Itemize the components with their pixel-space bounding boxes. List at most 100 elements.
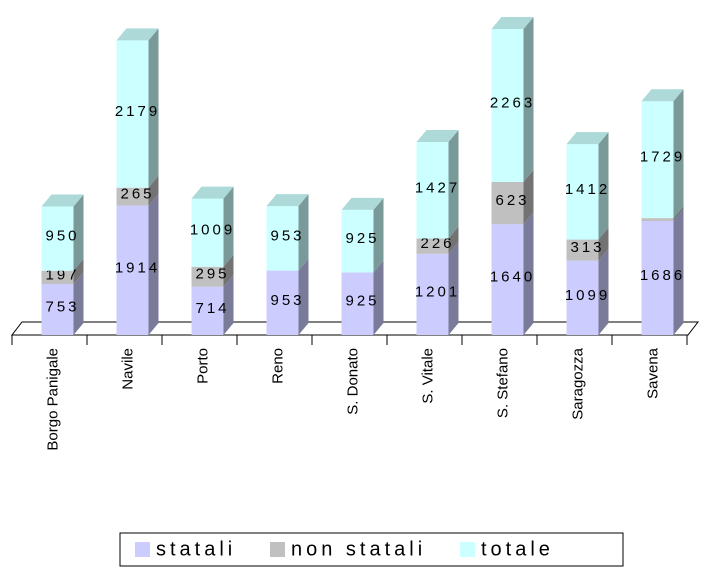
x-tick-label: Porto [194, 348, 211, 384]
bar-side [148, 193, 159, 335]
bar-side [223, 254, 234, 287]
bar-front [266, 270, 299, 335]
bar-side [448, 130, 459, 239]
data-label: 1427 [415, 179, 460, 196]
data-label: 2263 [490, 94, 535, 111]
x-tick-label: Reno [269, 348, 286, 384]
data-label: 753 [45, 299, 79, 316]
bar-front [116, 40, 149, 188]
bar-side [448, 226, 459, 254]
bar-top [641, 89, 684, 102]
bar-top [341, 197, 384, 210]
x-tick-label: Savena [644, 347, 661, 399]
bar-side [673, 206, 684, 222]
data-label: 953 [270, 292, 304, 309]
bar-side [373, 260, 384, 335]
bar-front [491, 29, 524, 182]
data-label: 1412 [565, 181, 610, 198]
data-label: 925 [345, 293, 379, 310]
data-label: 265 [120, 186, 154, 203]
legend-label: totale [481, 538, 554, 560]
bar-front [416, 238, 449, 254]
data-label: 714 [195, 300, 229, 317]
bar-front [266, 206, 299, 271]
legend-label: statali [156, 538, 236, 560]
bar-side [523, 212, 534, 335]
data-label: 1729 [640, 149, 685, 166]
bar-top [491, 17, 534, 29]
bar-side [598, 132, 609, 240]
bar-side [673, 209, 684, 335]
bar-front [566, 144, 599, 240]
bar-top [566, 132, 609, 145]
x-tick-label: Navile [119, 348, 136, 390]
x-tick-label: S. Vitale [419, 348, 436, 404]
x-tick-label: S. Donato [344, 348, 361, 415]
bar-side [223, 274, 234, 335]
bar-front [491, 224, 524, 335]
data-label: 1640 [490, 269, 535, 286]
x-tick-label: S. Stefano [494, 348, 511, 418]
bar-front [566, 260, 599, 335]
bar-front [116, 187, 149, 206]
bar-side [223, 186, 234, 267]
legend-swatch [135, 542, 150, 557]
bar-side [598, 248, 609, 335]
data-label: 2179 [115, 103, 160, 120]
legend-label: non statali [291, 538, 426, 560]
data-label: 1201 [415, 283, 460, 300]
bar-side [673, 89, 684, 219]
bar-side [298, 258, 309, 335]
bar-front [341, 209, 374, 273]
bar-side [73, 272, 84, 335]
data-label: 950 [45, 228, 79, 245]
bar-front [641, 218, 674, 222]
bar-front [191, 266, 224, 287]
data-label: 313 [570, 239, 604, 256]
data-label: 1686 [640, 267, 685, 284]
bar-side [523, 170, 534, 225]
legend-swatch [270, 542, 285, 557]
bar-front [416, 253, 449, 335]
data-label: 1099 [565, 287, 610, 304]
data-label: 1009 [190, 222, 235, 239]
bar-top [116, 28, 159, 41]
bar-front [641, 221, 674, 335]
bar-top [416, 130, 459, 143]
bar-front [566, 239, 599, 261]
floor [10, 321, 700, 336]
bar-front [41, 270, 74, 285]
bar-side [373, 197, 384, 273]
bar-front [491, 182, 524, 225]
bar-front [116, 205, 149, 335]
bar-side [448, 241, 459, 335]
bar-front [416, 142, 449, 239]
data-label: 925 [345, 230, 379, 247]
bar-side [73, 258, 84, 285]
bar-side [298, 194, 309, 271]
bar-front [41, 284, 74, 335]
x-tick-label: Saragozza [569, 347, 586, 419]
bar-front [191, 286, 224, 335]
bar-top [41, 194, 84, 207]
bar-top [266, 194, 309, 207]
bar-top [191, 186, 234, 199]
bar-front [191, 198, 224, 267]
bar-front [41, 206, 74, 271]
data-label: 1914 [115, 259, 160, 276]
bar-side [73, 194, 84, 271]
data-label: 953 [270, 227, 304, 244]
data-label: 295 [195, 266, 229, 283]
legend [119, 532, 624, 567]
bar-front [641, 101, 674, 219]
bar-side [598, 227, 609, 261]
data-label: 226 [420, 235, 454, 252]
data-label: 623 [495, 192, 529, 209]
bar-side [148, 28, 159, 188]
bar-front [341, 272, 374, 335]
x-tick-label: Borgo Panigale [44, 348, 61, 451]
legend-swatch [460, 542, 475, 557]
bar-side [523, 17, 534, 182]
bar-side [148, 175, 159, 206]
